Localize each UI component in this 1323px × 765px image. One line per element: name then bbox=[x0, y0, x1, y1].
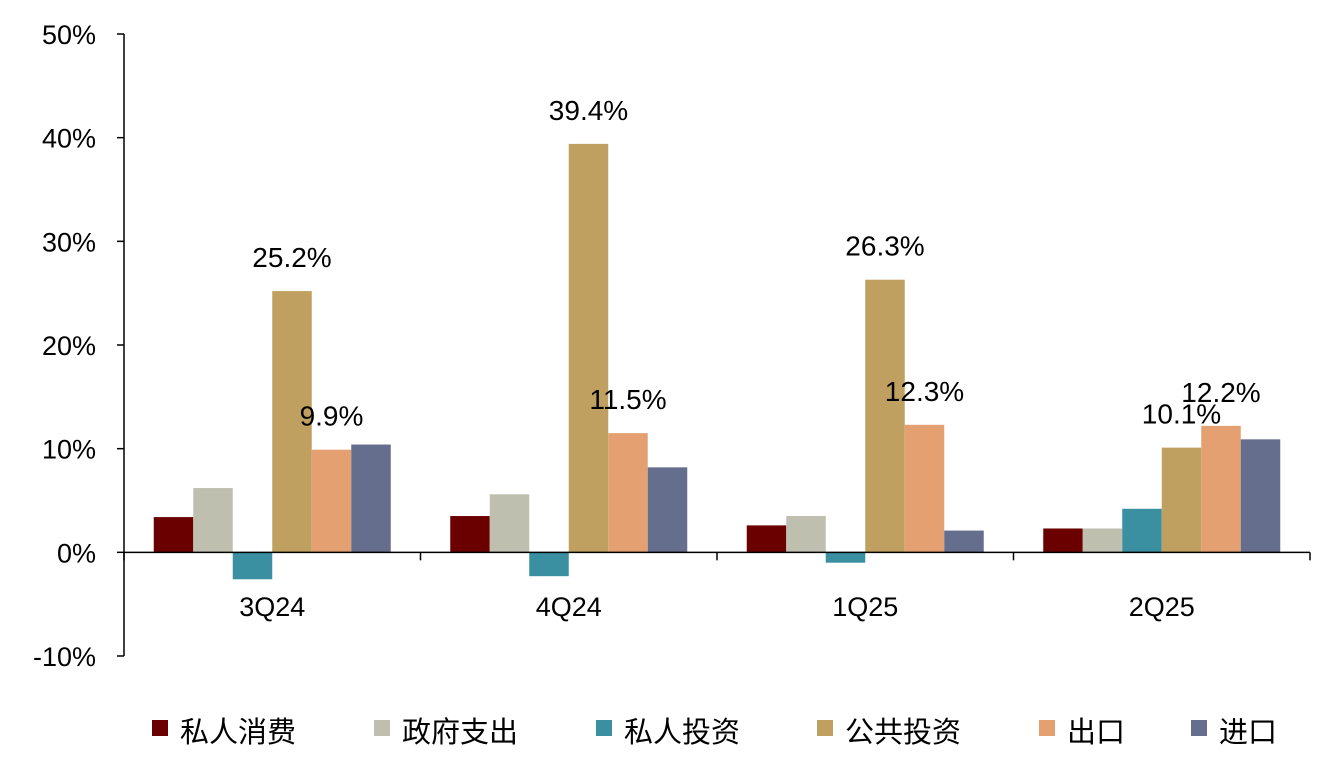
bar-4q24-2 bbox=[529, 552, 569, 577]
data-label: 10.1% bbox=[1142, 399, 1221, 430]
bar-1q25-0 bbox=[746, 525, 787, 553]
bars-layer bbox=[153, 143, 1281, 580]
bar-3q24-5 bbox=[351, 444, 391, 553]
bar-2q25-2 bbox=[1122, 508, 1162, 553]
data-label: 39.4% bbox=[549, 95, 628, 126]
legend: 私人消费 政府支出 私人投资 公共投资 出口 进口 bbox=[152, 715, 1277, 749]
data-labels-layer: 25.2% 9.9% 39.4% 11.5% 26.3% 12.3% 10.1%12.2% bbox=[252, 95, 1260, 432]
bar-4q24-4 bbox=[608, 433, 648, 553]
bar-2q25-4 bbox=[1201, 425, 1241, 553]
bar-1q25-2 bbox=[825, 552, 866, 563]
bar-3q24-3 bbox=[272, 291, 312, 553]
bar-2q25-1 bbox=[1082, 528, 1123, 553]
bar-2q25-5 bbox=[1240, 439, 1281, 553]
legend-label-4: 出口 bbox=[1067, 715, 1125, 749]
bar-4q24-1 bbox=[489, 494, 530, 553]
bar-2q25-0 bbox=[1043, 528, 1083, 553]
legend-label-1: 政府支出 bbox=[402, 715, 518, 749]
bar-1q25-4 bbox=[904, 424, 945, 553]
data-label: 11.5% bbox=[589, 384, 666, 415]
legend-label-0: 私人消费 bbox=[180, 715, 296, 749]
bar-1q25-3 bbox=[865, 279, 905, 553]
axes-layer: 50% 40% 30% 20% 10% 0% -10% 3Q24 4Q24 1Q25 2Q25 bbox=[33, 20, 1311, 672]
bar-3q24-4 bbox=[311, 449, 352, 553]
y-tick-label: 0% bbox=[57, 538, 96, 568]
legend-swatch-0 bbox=[152, 720, 168, 736]
y-tick-label: 40% bbox=[42, 124, 96, 154]
data-label: 12.3% bbox=[885, 376, 964, 407]
bar-1q25-1 bbox=[786, 516, 826, 553]
legend-swatch-4 bbox=[1039, 720, 1055, 736]
y-tick-label: 30% bbox=[42, 227, 96, 257]
y-tick-label: 20% bbox=[42, 331, 96, 361]
x-tick-label-3q24: 3Q24 bbox=[239, 592, 305, 622]
legend-swatch-5 bbox=[1191, 720, 1207, 736]
legend-swatch-3 bbox=[817, 720, 833, 736]
x-tick-label-1q25: 1Q25 bbox=[832, 592, 898, 622]
legend-swatch-1 bbox=[374, 720, 390, 736]
data-label: 9.9% bbox=[300, 401, 364, 432]
bar-4q24-3 bbox=[568, 143, 609, 553]
bar-4q24-5 bbox=[647, 467, 688, 553]
y-tick-label: 50% bbox=[42, 20, 96, 50]
bar-3q24-0 bbox=[153, 517, 194, 553]
legend-swatch-2 bbox=[596, 720, 612, 736]
bar-3q24-1 bbox=[193, 488, 233, 553]
legend-label-2: 私人投资 bbox=[624, 715, 740, 749]
data-label: 12.2% bbox=[1181, 377, 1260, 408]
bar-2q25-3 bbox=[1161, 447, 1202, 553]
data-label: 25.2% bbox=[252, 242, 331, 273]
legend-label-3: 公共投资 bbox=[845, 715, 961, 749]
legend-label-5: 进口 bbox=[1219, 715, 1277, 749]
y-tick-label: 10% bbox=[42, 435, 96, 465]
bar-4q24-0 bbox=[450, 516, 490, 553]
bar-3q24-2 bbox=[232, 552, 273, 580]
data-label: 26.3% bbox=[845, 231, 924, 262]
x-tick-label-4q24: 4Q24 bbox=[536, 592, 602, 622]
x-tick-label-2q25: 2Q25 bbox=[1129, 592, 1195, 622]
y-tick-label: -10% bbox=[33, 642, 96, 672]
bar-1q25-5 bbox=[944, 530, 984, 553]
